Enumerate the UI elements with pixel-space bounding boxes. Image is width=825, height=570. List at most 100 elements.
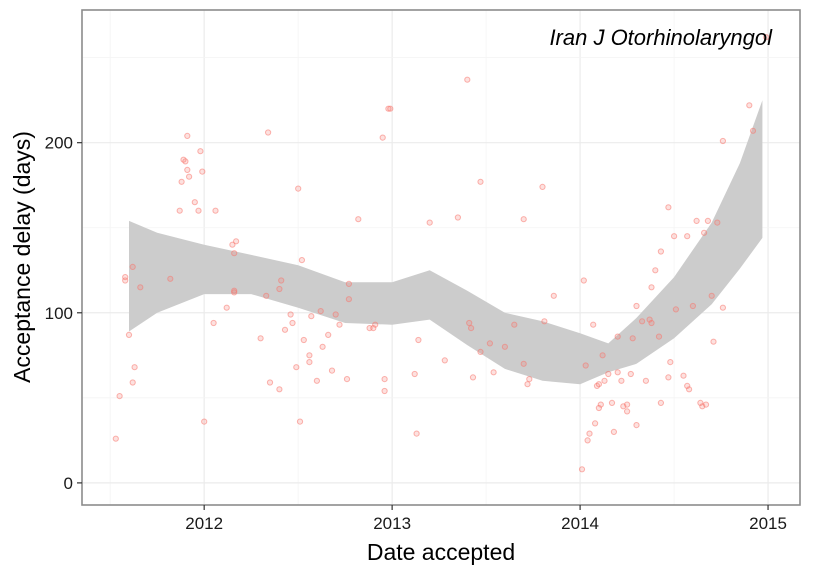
data-point <box>345 296 352 303</box>
data-point <box>197 148 204 155</box>
data-point <box>298 257 305 264</box>
y-tick-label: 100 <box>45 304 73 323</box>
data-point <box>702 401 710 408</box>
data-point <box>633 422 640 429</box>
data-point <box>686 386 693 393</box>
data-point <box>199 168 206 175</box>
data-point <box>486 340 493 347</box>
data-point <box>642 377 650 384</box>
data-point <box>201 418 208 425</box>
data-point <box>372 321 379 328</box>
data-point <box>328 367 336 374</box>
data-point <box>343 376 351 383</box>
data-point <box>195 207 202 214</box>
data-point <box>355 216 362 223</box>
data-point <box>652 267 659 274</box>
data-point <box>345 280 352 287</box>
data-point <box>708 292 715 299</box>
data-point <box>657 399 665 406</box>
data-point <box>263 292 270 299</box>
data-point <box>325 331 332 338</box>
data-point <box>116 393 123 400</box>
data-point <box>605 370 612 378</box>
y-axis-ticks: 0 100 200 <box>45 134 82 493</box>
data-point <box>257 335 264 342</box>
y-tick-label: 200 <box>45 134 73 153</box>
data-point <box>276 386 283 393</box>
data-point <box>749 127 757 134</box>
data-point <box>582 362 589 369</box>
data-point <box>608 399 616 406</box>
data-point <box>336 321 343 328</box>
data-point <box>599 352 606 359</box>
data-point <box>182 158 189 165</box>
data-point <box>184 166 191 173</box>
data-point <box>287 311 294 318</box>
data-point <box>610 428 618 435</box>
data-point <box>233 238 240 245</box>
data-point <box>639 318 646 325</box>
data-point <box>477 348 484 355</box>
data-point <box>667 359 674 366</box>
data-point <box>624 408 631 415</box>
data-point <box>584 437 591 444</box>
data-point <box>586 430 593 437</box>
x-tick-label: 2015 <box>749 514 787 533</box>
data-point <box>520 360 527 367</box>
data-point <box>526 376 533 383</box>
data-point <box>671 233 678 240</box>
data-point <box>672 306 680 313</box>
y-axis-title: Acceptance delay (days) <box>9 131 35 383</box>
data-point <box>231 287 238 294</box>
data-point <box>295 185 302 192</box>
data-point <box>665 204 672 211</box>
data-point <box>627 370 634 378</box>
data-point <box>112 435 119 442</box>
data-point <box>590 321 597 328</box>
data-point <box>317 308 324 315</box>
plot-border <box>81 9 801 506</box>
data-point <box>511 321 518 328</box>
data-point <box>319 343 326 350</box>
data-point <box>300 336 307 344</box>
data-point <box>601 377 608 384</box>
data-point <box>293 364 300 371</box>
data-point <box>385 105 392 112</box>
journal-annotation: Iran J Otorhinolaryngol <box>549 25 773 50</box>
x-tick-label: 2014 <box>561 514 599 533</box>
data-point <box>719 137 727 145</box>
data-point <box>212 207 219 214</box>
data-point <box>306 359 313 366</box>
data-point <box>129 263 136 270</box>
data-point <box>501 343 508 350</box>
data-point <box>231 250 238 257</box>
data-point <box>468 325 475 332</box>
data-point <box>655 333 663 340</box>
data-point <box>186 173 193 180</box>
data-points <box>112 34 770 473</box>
data-point <box>550 292 557 299</box>
data-point <box>306 352 313 359</box>
data-point <box>614 333 621 340</box>
data-point <box>413 430 420 437</box>
data-point <box>415 336 422 344</box>
data-point <box>278 277 285 284</box>
data-point <box>597 401 604 408</box>
data-point <box>441 357 448 364</box>
data-point <box>131 364 138 371</box>
data-point <box>122 277 129 284</box>
data-point <box>129 379 136 386</box>
data-point <box>524 381 531 388</box>
data-point <box>289 319 296 327</box>
data-point <box>266 379 274 386</box>
data-point <box>719 304 727 311</box>
data-point <box>701 229 708 236</box>
data-point <box>614 369 621 376</box>
data-point <box>648 319 655 327</box>
data-point <box>231 289 238 296</box>
data-point <box>580 277 587 284</box>
data-point <box>426 219 433 226</box>
data-point <box>624 401 631 408</box>
x-tick-label: 2012 <box>185 514 223 533</box>
